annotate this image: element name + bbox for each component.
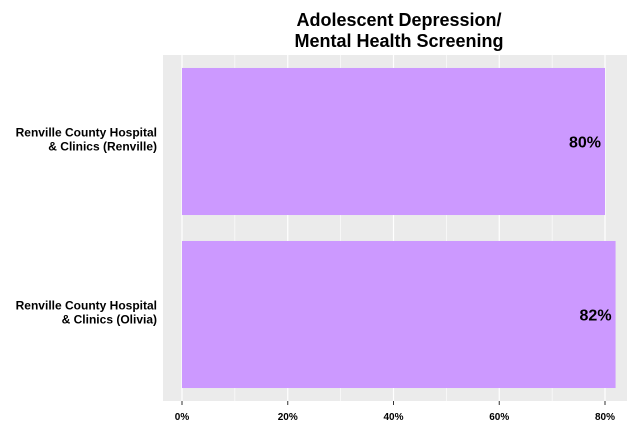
- x-tick-label: 60%: [489, 412, 509, 423]
- category-label: & Clinics (Olivia): [62, 313, 157, 327]
- bar: [182, 240, 616, 389]
- category-label: Renville County Hospital: [16, 299, 157, 313]
- chart-title-line-2: Mental Health Screening: [294, 31, 503, 51]
- x-tick-label: 80%: [595, 412, 615, 423]
- x-tick-label: 40%: [383, 412, 403, 423]
- category-label: Renville County Hospital: [16, 126, 157, 140]
- category-label: & Clinics (Renville): [48, 140, 157, 154]
- bars: [182, 67, 616, 389]
- data-label: 80%: [569, 135, 601, 152]
- bar: [182, 67, 605, 216]
- x-tick-label: 20%: [278, 412, 298, 423]
- data-label: 82%: [580, 308, 612, 325]
- x-axis-ticks: 0% 20% 40% 60% 80%: [175, 401, 615, 423]
- x-tick-label: 0%: [175, 412, 190, 423]
- chart-title-line-1: Adolescent Depression/: [296, 10, 501, 30]
- data-labels: 80% 82%: [569, 135, 612, 325]
- category-labels: Renville County Hospital& Clinics (Renvi…: [16, 126, 157, 327]
